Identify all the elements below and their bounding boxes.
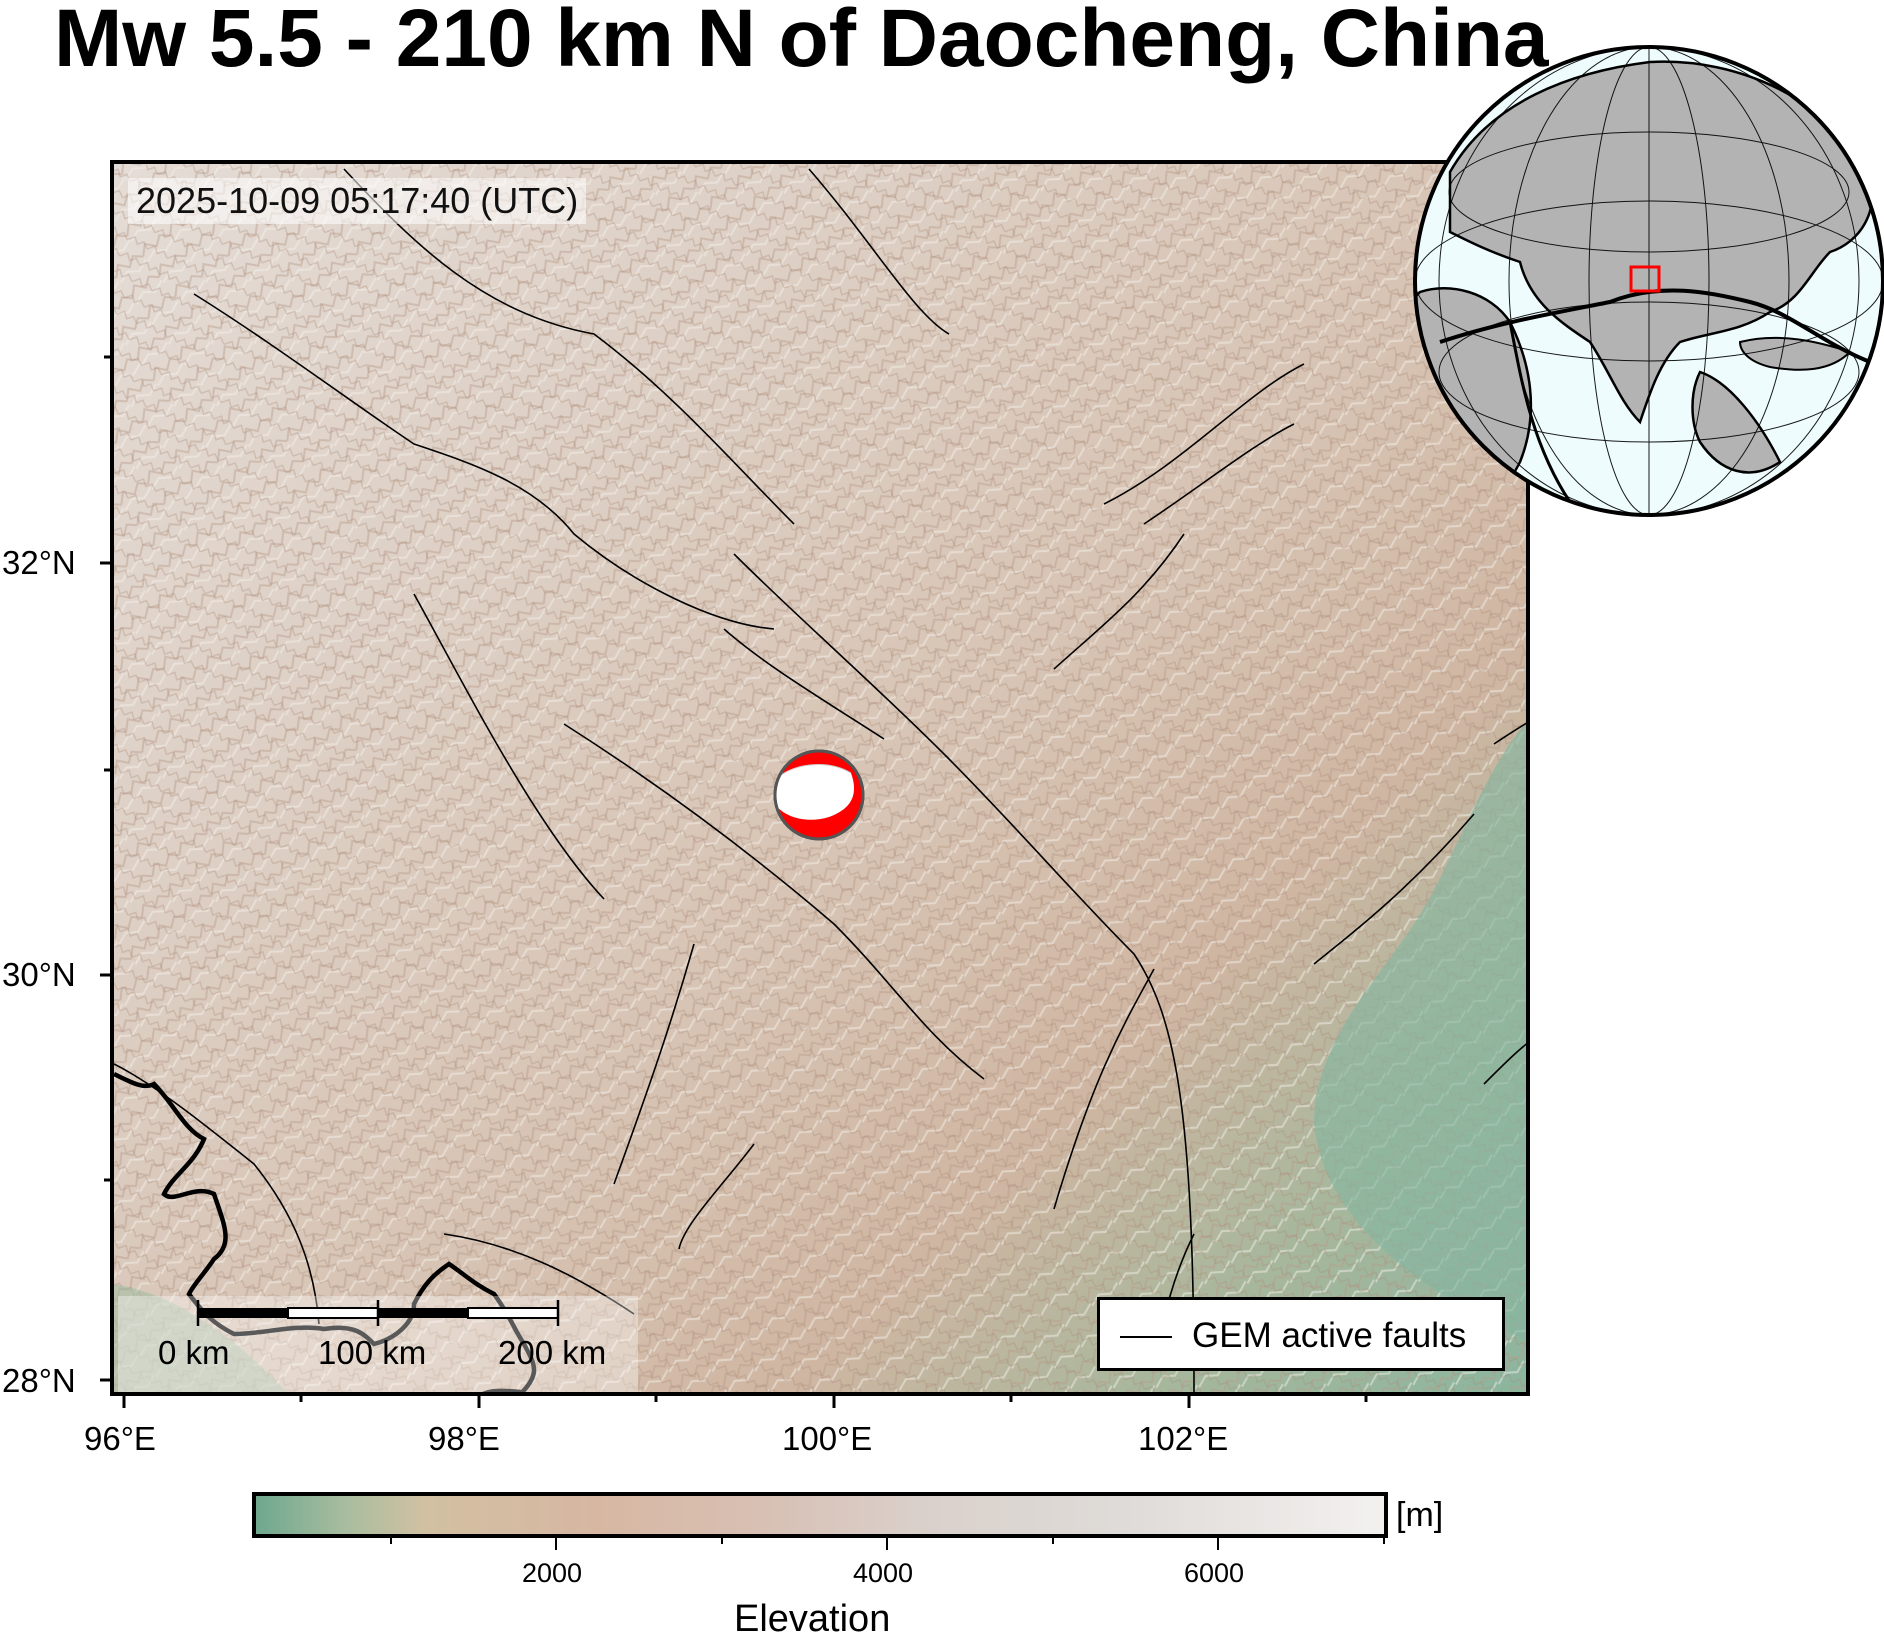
colorbar-tick-label: 6000	[1184, 1558, 1245, 1588]
fault-line	[723, 628, 885, 740]
fault-line	[413, 593, 605, 900]
scale-label: 200 km	[498, 1334, 607, 1371]
national-border	[114, 1071, 537, 1392]
map-frame[interactable]	[110, 160, 1530, 1396]
fault-line	[563, 723, 985, 1080]
colorbar-unit: [m]	[1396, 1496, 1444, 1534]
map-legend: GEM active faults	[1097, 1297, 1505, 1371]
colorbar-title: Elevation	[734, 1598, 891, 1640]
national-border	[482, 1388, 525, 1392]
fault-line	[114, 1063, 320, 1325]
plate-boundary	[1508, 321, 1572, 503]
fault-line	[1053, 533, 1185, 670]
colorbar-tick-label: 2000	[522, 1558, 583, 1588]
fault-line	[1143, 423, 1295, 525]
lon-label: 100°E	[782, 1420, 873, 1457]
fault-line	[1313, 813, 1475, 965]
inset-location-box	[1629, 265, 1661, 293]
fault-line	[1103, 363, 1305, 505]
fault-line	[733, 553, 1195, 1392]
beachball-icon[interactable]	[773, 749, 865, 841]
fault-line	[1053, 968, 1155, 1210]
fault-legend-label: GEM active faults	[1192, 1316, 1467, 1355]
fault-line	[808, 168, 950, 335]
plate-boundary	[1439, 288, 1871, 364]
event-datetime: 2025-10-09 05:17:40 (UTC)	[128, 178, 587, 224]
lon-label: 102°E	[1138, 1420, 1229, 1457]
lon-label: 96°E	[84, 1420, 156, 1457]
relief-map	[114, 164, 1526, 1392]
fault-line	[443, 1233, 635, 1315]
colorbar-tick-label: 4000	[853, 1558, 914, 1588]
landmass	[1448, 60, 1874, 425]
graticule	[1415, 47, 1883, 515]
lat-label: 32°N	[2, 544, 76, 581]
sichuan-basin-lowland	[1314, 722, 1526, 1341]
fault-lines	[114, 168, 1526, 1392]
lowland-sw	[114, 1284, 287, 1392]
scale-bar-graphic	[118, 1296, 638, 1392]
map-title: Mw 5.5 - 210 km N of Daocheng, China	[54, 0, 1549, 84]
fault-line	[1493, 722, 1526, 745]
fault-line	[678, 1143, 755, 1250]
scale-label: 0 km	[158, 1334, 230, 1371]
fault-line	[1483, 1043, 1526, 1085]
globe-inset	[1413, 45, 1884, 517]
fault-line	[193, 293, 775, 630]
landmass	[1738, 336, 1852, 371]
fault-line	[613, 943, 695, 1185]
fault-legend-symbol	[1120, 1336, 1172, 1338]
lat-label: 28°N	[2, 1362, 76, 1399]
scale-label: 100 km	[318, 1334, 427, 1371]
landmass	[1691, 370, 1782, 474]
colorbar-ticks	[390, 1538, 1385, 1550]
lat-label: 30°N	[2, 956, 76, 993]
lon-label: 98°E	[428, 1420, 500, 1457]
elevation-colorbar	[252, 1492, 1388, 1538]
fault-line	[343, 168, 795, 525]
